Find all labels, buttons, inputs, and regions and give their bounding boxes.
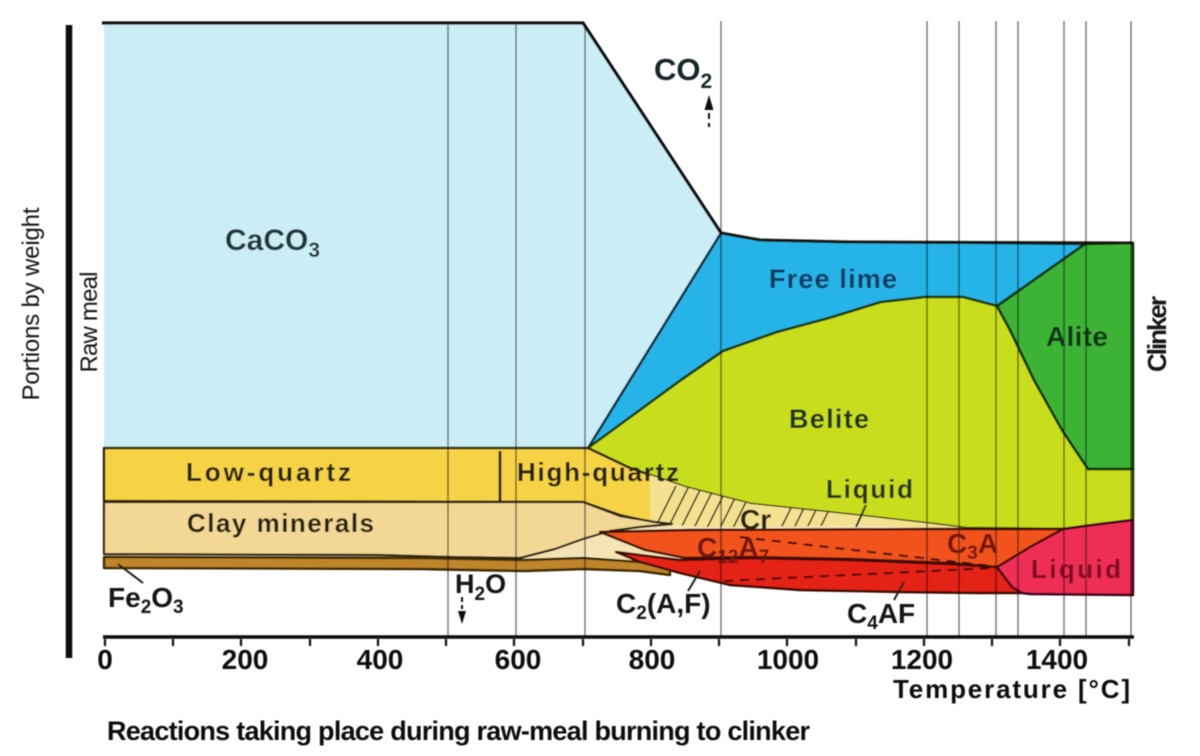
svg-text:C4AF: C4AF	[847, 598, 915, 634]
svg-text:Low-quartz: Low-quartz	[186, 457, 351, 487]
svg-text:1200: 1200	[891, 644, 953, 675]
svg-text:400: 400	[357, 644, 404, 675]
svg-text:Free lime: Free lime	[769, 264, 897, 294]
svg-text:0: 0	[97, 644, 113, 675]
svg-text:1000: 1000	[757, 644, 819, 675]
svg-text:Temperature [°C]: Temperature [°C]	[893, 674, 1130, 704]
svg-text:Alite: Alite	[1046, 321, 1108, 352]
svg-text:High-quartz: High-quartz	[517, 457, 679, 487]
svg-text:Cr: Cr	[740, 504, 771, 535]
svg-text:CaCO3: CaCO3	[225, 224, 320, 262]
svg-text:Clinker: Clinker	[1142, 296, 1172, 372]
svg-text:200: 200	[222, 644, 269, 675]
svg-text:Reactions taking place during: Reactions taking place during raw-meal b…	[107, 716, 810, 746]
svg-text:800: 800	[629, 644, 676, 675]
svg-text:600: 600	[495, 644, 542, 675]
svg-text:1400: 1400	[1026, 644, 1088, 675]
svg-text:Clay minerals: Clay minerals	[187, 508, 374, 538]
svg-text:Raw meal: Raw meal	[76, 272, 103, 373]
svg-text:Belite: Belite	[789, 404, 869, 434]
svg-text:Portions by weight: Portions by weight	[18, 207, 45, 400]
svg-text:C2(A,F): C2(A,F)	[616, 588, 711, 624]
svg-text:Liquid: Liquid	[826, 474, 913, 504]
